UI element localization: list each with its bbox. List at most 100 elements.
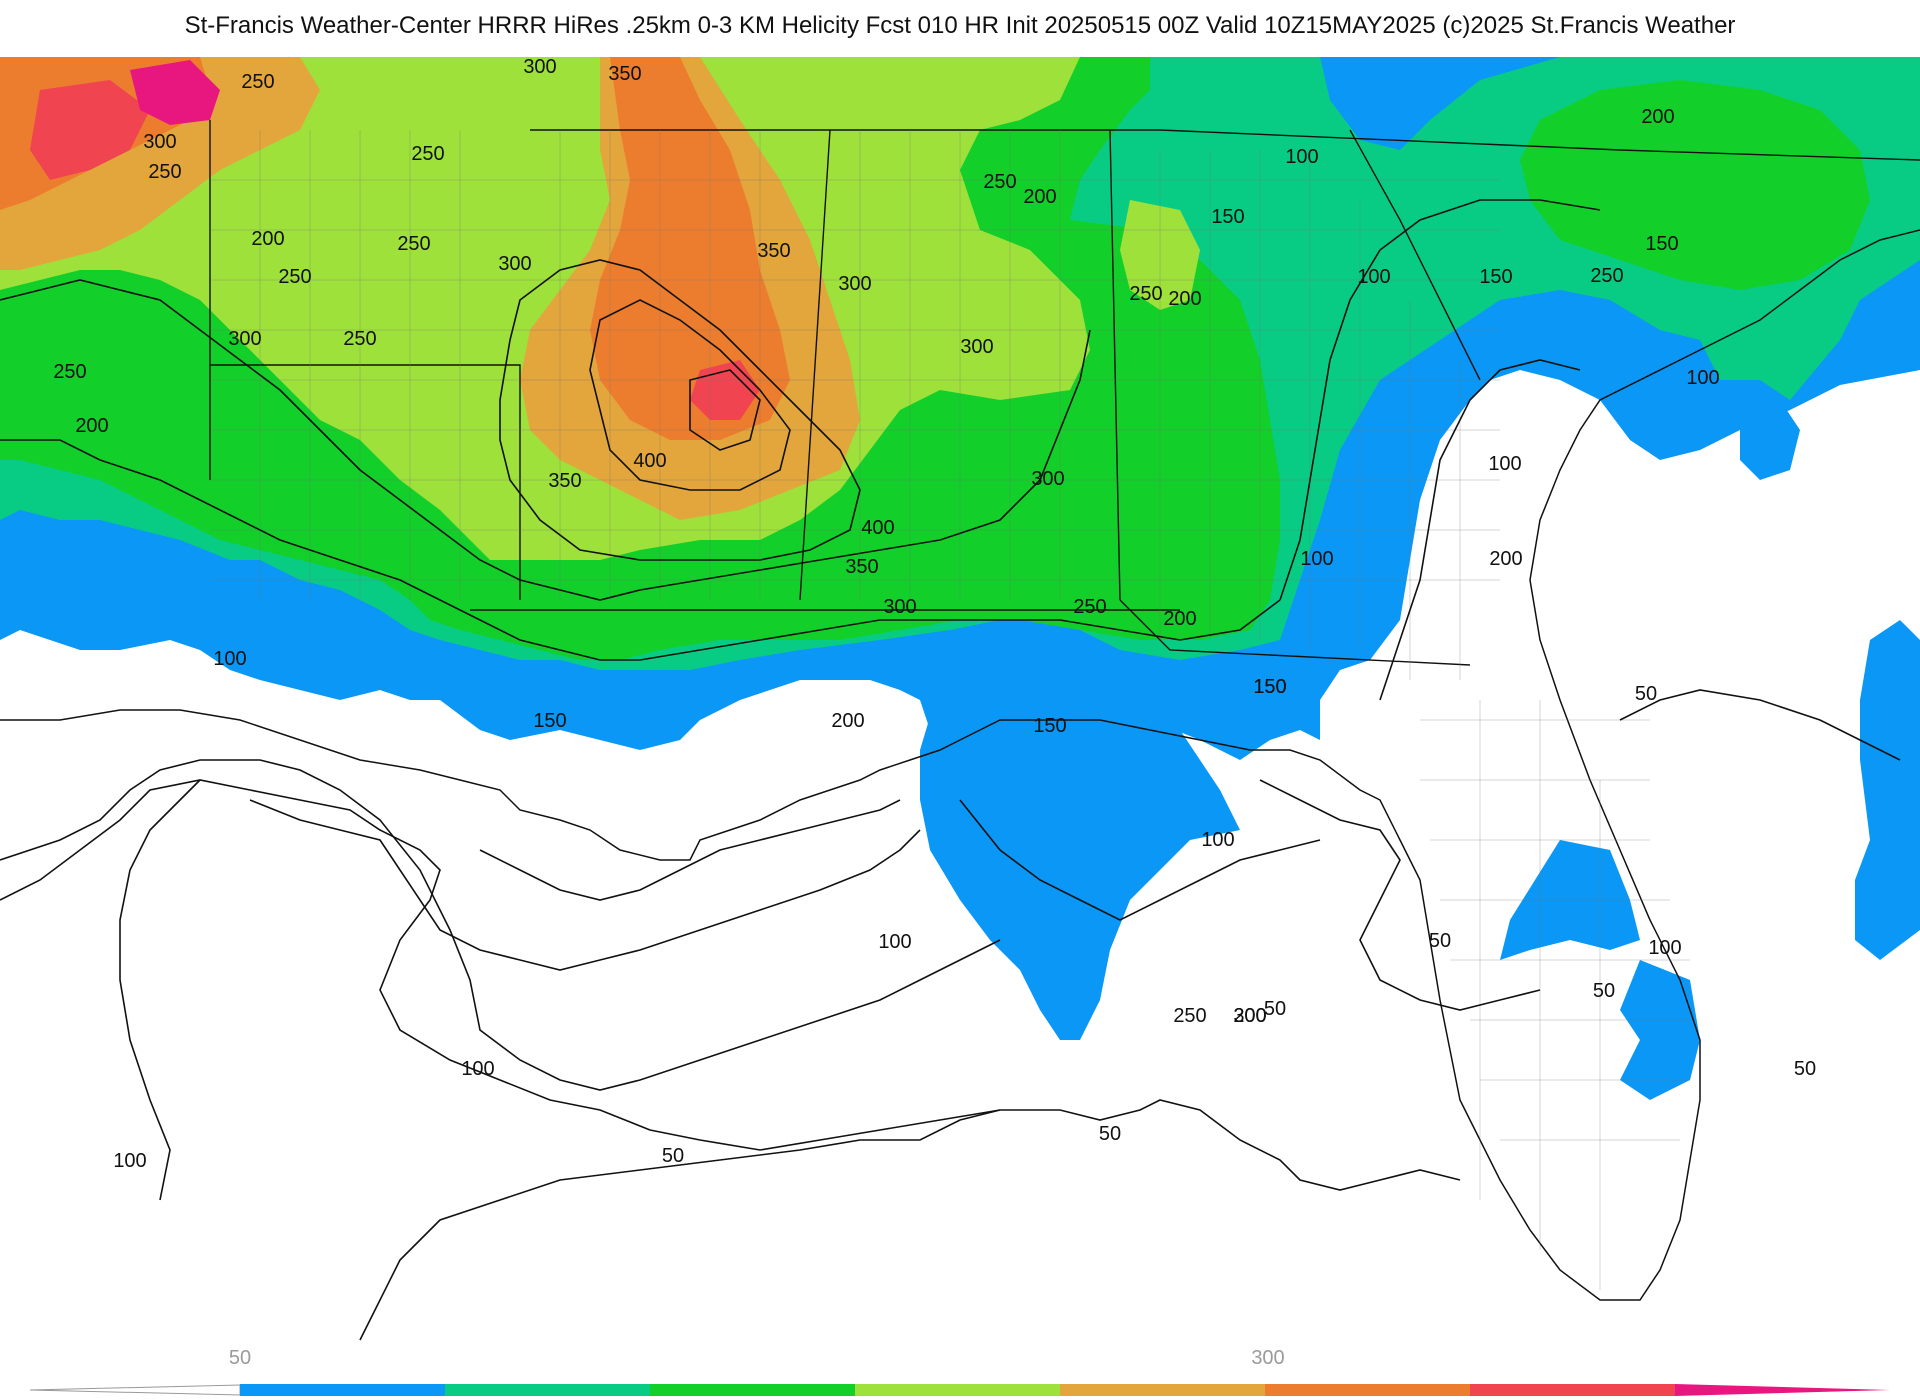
contour-50-south [0,779,1461,1191]
contour-250-north [0,279,1091,601]
contour-label: 200 [1168,288,1201,310]
contour-200-north [0,439,1281,661]
contour-label: 250 [148,161,181,183]
contour-label: 200 [1489,548,1522,570]
fill-band-red [30,80,150,180]
state-border-lines [209,120,1920,666]
contour-150-east [1279,199,1601,601]
contour-label: 100 [1300,548,1333,570]
fill-band-blue-florida-coast [1620,960,1700,1100]
contour-label: 100 [878,931,911,953]
contour-label: 200 [251,228,284,250]
contour-label: 250 [983,171,1016,193]
contour-label: 50 [1264,998,1286,1020]
contour-label: 50 [1099,1123,1121,1145]
contour-label: 100 [213,648,246,670]
contour-label: 350 [757,240,790,262]
legend-swatch [240,1384,445,1396]
contour-label: 300 [960,336,993,358]
contour-label: 200 [831,710,864,732]
contour-label: 300 [143,131,176,153]
contour-100-south [0,759,1001,1091]
fill-band-blue-offshore [1740,400,1800,480]
contour-label: 350 [608,63,641,85]
fill-band-magenta [130,60,220,125]
contour-100-east [1379,359,1581,701]
contour-label: 150 [1033,715,1066,737]
gulf-coastline [0,229,1920,1301]
contour-label: 300 [838,273,871,295]
contour-label: 100 [1357,266,1390,288]
contour-label: 150 [1253,676,1286,698]
contour-label: 150 [1479,266,1512,288]
contour-label: 250 [343,328,376,350]
contour-label: 100 [1285,146,1318,168]
contour-label: 100 [461,1058,494,1080]
contour-label: 50 [1794,1058,1816,1080]
contour-label: 100 [113,1150,146,1172]
contour-label: 250 [241,71,274,93]
contour-label: 150 [533,710,566,732]
legend-swatch [1265,1384,1470,1396]
contour-label: 350 [548,470,581,492]
contour-label: 300 [1233,1005,1266,1027]
contour-label: 250 [278,266,311,288]
contour-label: 300 [228,328,261,350]
fill-band-orange-central [590,57,790,440]
contour-label: 300 [498,253,531,275]
contour-label: 200 [1023,186,1056,208]
color-legend: 50 300 [0,1342,1920,1400]
contour-label: 200 [1163,608,1196,630]
contour-label: 150 [1645,233,1678,255]
contour-label: 250 [1129,283,1162,305]
legend-tick-label-300: 300 [1251,1347,1284,1369]
contour-label: 250 [53,361,86,383]
contour-label: 300 [523,57,556,78]
contour-label: 250 [1073,596,1106,618]
contour-label: 350 [845,556,878,578]
contour-50-florida [1259,779,1541,1011]
contour-label: 50 [662,1145,684,1167]
helicity-contour-lines [0,199,1901,1341]
contour-label: 50 [1593,980,1615,1002]
contour-300-central [499,259,861,561]
geography-lines [0,120,1920,1301]
contour-100-gulf [959,799,1321,921]
contour-label: 200 [75,415,108,437]
contour-150-gulf [249,799,921,971]
fill-band-blue-gulf-blob [920,690,1240,1040]
contour-label: 300 [1031,468,1064,490]
contour-label: 250 [1590,265,1623,287]
contour-label: 250 [1173,1005,1206,1027]
contour-400-central [689,369,761,451]
contour-label: 200 [1233,1005,1266,1027]
legend-tick-label-50: 50 [229,1347,251,1369]
legend-swatch [650,1384,855,1396]
map-title: St-Francis Weather-Center HRRR HiRes .25… [184,12,1736,39]
contour-label: 400 [861,517,894,539]
legend-swatch [1470,1384,1675,1396]
contour-label: 50 [1635,683,1657,705]
contour-label: 150 [1211,206,1244,228]
contour-label: 250 [411,143,444,165]
legend-color-bar [29,1384,1890,1396]
contour-label: 250 [397,233,430,255]
legend-swatch-over [1675,1384,1890,1396]
legend-swatch [1060,1384,1265,1396]
contour-label: 100 [1201,829,1234,851]
contour-label: 100 [1686,367,1719,389]
contour-label: 400 [633,450,666,472]
contour-50-lower [359,1109,1001,1341]
contour-100-southwest [119,779,201,1201]
contour-label: 50 [1429,930,1451,952]
contour-label: 100 [1648,937,1681,959]
contour-label: 300 [883,596,916,618]
fill-band-blue-atlantic [1855,620,1920,960]
legend-swatch [445,1384,650,1396]
contour-label: 100 [1488,453,1521,475]
fill-band-green-northeast [1520,80,1870,290]
contour-label: 150 [1253,676,1286,698]
contour-150-inner [479,799,901,901]
